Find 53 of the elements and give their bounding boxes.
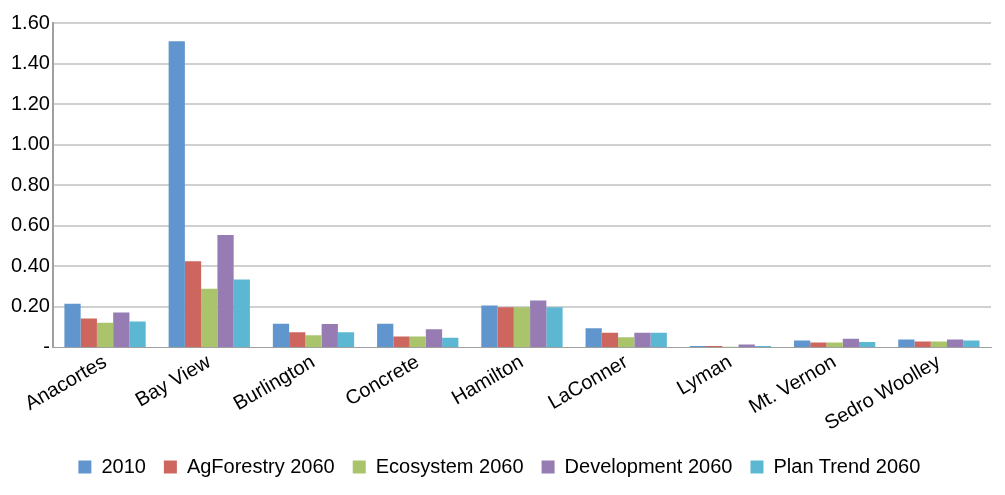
- bar: [201, 288, 218, 348]
- bar: [217, 235, 234, 348]
- y-tick-label: 1.60: [10, 10, 50, 33]
- bar: [963, 340, 980, 348]
- bar: [393, 336, 410, 348]
- bar: [442, 337, 459, 348]
- bar: [425, 329, 443, 348]
- y-tick-label: 0.20: [10, 294, 50, 317]
- y-tick-label: 0.80: [10, 172, 50, 195]
- bar: [585, 328, 602, 348]
- bar: [546, 307, 563, 348]
- bar: [337, 332, 355, 348]
- legend-label: Plan Trend 2060: [773, 454, 921, 477]
- bar: [497, 307, 514, 348]
- bar: [409, 336, 426, 348]
- bar: [80, 318, 97, 348]
- bar: [859, 342, 876, 348]
- y-tick-label: 1.20: [10, 91, 50, 114]
- bar: [96, 322, 114, 348]
- bar: [634, 332, 651, 348]
- bar: [914, 341, 931, 348]
- bar: [184, 261, 202, 348]
- bar: [601, 332, 619, 348]
- bar: [650, 332, 667, 348]
- bar: [289, 332, 306, 348]
- bar: [377, 323, 394, 348]
- bar: [842, 338, 860, 348]
- bar: [481, 305, 498, 348]
- bar: [930, 341, 948, 348]
- bar: [272, 323, 290, 348]
- bar: [233, 279, 250, 348]
- bar: [168, 41, 185, 348]
- bar: [513, 307, 531, 348]
- y-tick-label: 0.60: [10, 213, 50, 236]
- bar: [321, 324, 338, 348]
- legend-label: Ecosystem 2060: [375, 454, 524, 477]
- bar: [113, 312, 130, 348]
- bar: [618, 337, 635, 348]
- y-tick-label: 1.00: [10, 132, 50, 155]
- legend-label: Development 2060: [564, 454, 733, 477]
- bar: [64, 303, 81, 348]
- bar: [530, 300, 547, 348]
- bar: [129, 321, 146, 348]
- y-tick-label: -: [43, 334, 50, 357]
- legend-label: AgForestry 2060: [186, 454, 335, 477]
- bar: [305, 335, 322, 348]
- bar: [947, 339, 964, 348]
- bar: [898, 339, 915, 348]
- bar: [794, 340, 811, 348]
- y-tick-label: 1.40: [10, 51, 50, 74]
- x-tick-label: Bay View: [131, 349, 215, 411]
- y-tick-label: 0.40: [10, 253, 50, 276]
- legend-label: 2010: [101, 454, 146, 477]
